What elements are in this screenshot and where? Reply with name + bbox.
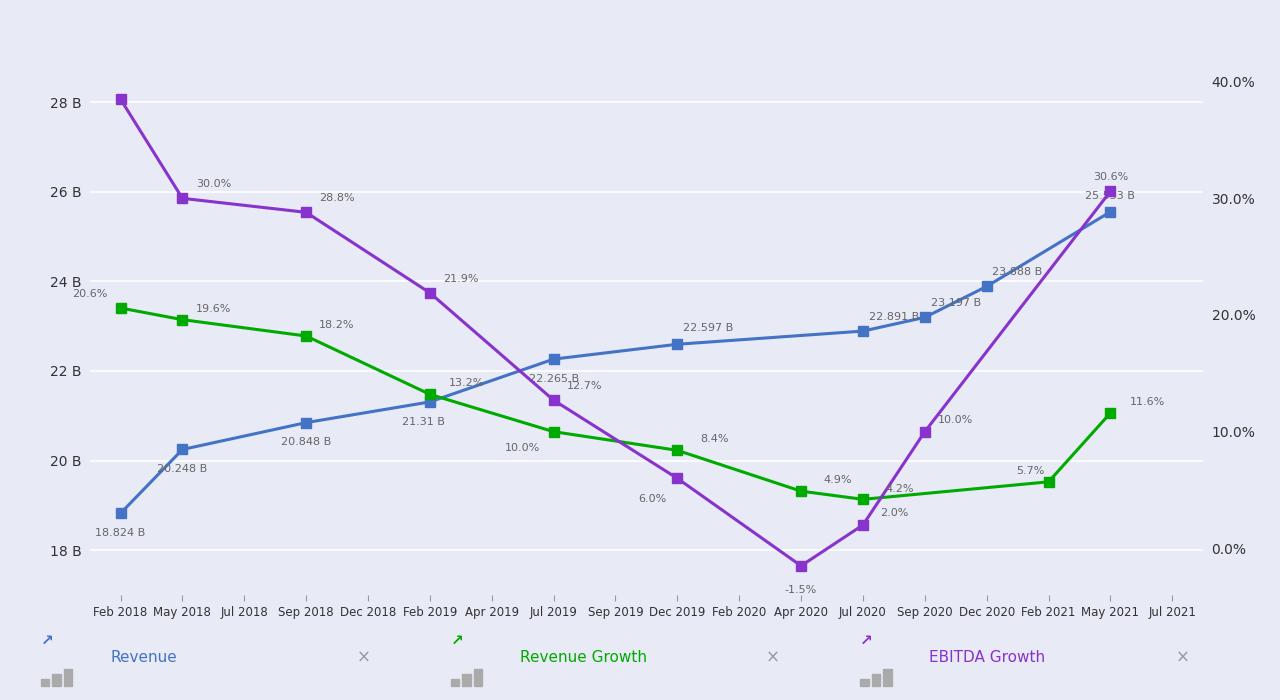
Text: 12.7%: 12.7% (567, 381, 603, 391)
Text: 22.265 B: 22.265 B (529, 374, 579, 384)
Text: Revenue Growth: Revenue Growth (520, 650, 646, 666)
Text: 23.888 B: 23.888 B (992, 267, 1043, 277)
Text: 30.6%: 30.6% (1093, 172, 1128, 182)
Text: 18.824 B: 18.824 B (96, 528, 146, 538)
Bar (872, 673, 881, 686)
Text: 21.31 B: 21.31 B (402, 416, 445, 426)
Text: 8.4%: 8.4% (700, 435, 728, 444)
Text: 18.2%: 18.2% (319, 320, 355, 330)
Text: 25.553 B: 25.553 B (1085, 190, 1135, 201)
Text: ↗: ↗ (860, 633, 873, 648)
Text: 20.6%: 20.6% (72, 288, 108, 299)
Text: ×: × (767, 649, 780, 667)
Bar (883, 669, 892, 686)
Text: 13.2%: 13.2% (449, 379, 485, 389)
Text: -1.5%: -1.5% (785, 585, 817, 595)
Text: 23.197 B: 23.197 B (931, 298, 980, 309)
Bar (860, 679, 869, 686)
Text: 21.9%: 21.9% (443, 274, 479, 284)
Text: ↗: ↗ (41, 633, 54, 648)
Text: ×: × (357, 649, 370, 667)
Bar (451, 679, 460, 686)
Bar (64, 669, 73, 686)
Text: 20.248 B: 20.248 B (157, 464, 207, 474)
Text: 20.848 B: 20.848 B (282, 438, 332, 447)
Text: 4.2%: 4.2% (886, 484, 914, 494)
Text: 2.0%: 2.0% (879, 508, 908, 518)
Text: 22.891 B: 22.891 B (869, 312, 919, 322)
Bar (462, 673, 471, 686)
Bar (474, 669, 483, 686)
Text: 11.6%: 11.6% (1130, 397, 1165, 407)
Text: EBITDA Growth: EBITDA Growth (929, 650, 1046, 666)
Text: 19.6%: 19.6% (196, 304, 230, 314)
Bar (41, 679, 50, 686)
Text: 10.0%: 10.0% (506, 442, 540, 453)
Bar (52, 673, 61, 686)
Text: Revenue: Revenue (110, 650, 177, 666)
Text: 6.0%: 6.0% (639, 494, 667, 504)
Text: 5.7%: 5.7% (1016, 466, 1044, 476)
Text: ↗: ↗ (451, 633, 463, 648)
Text: 30.0%: 30.0% (196, 179, 230, 189)
Text: 10.0%: 10.0% (938, 414, 973, 425)
Text: 4.9%: 4.9% (824, 475, 852, 485)
Text: 22.597 B: 22.597 B (684, 323, 733, 333)
Text: 28.8%: 28.8% (319, 193, 355, 203)
Text: ×: × (1176, 649, 1189, 667)
